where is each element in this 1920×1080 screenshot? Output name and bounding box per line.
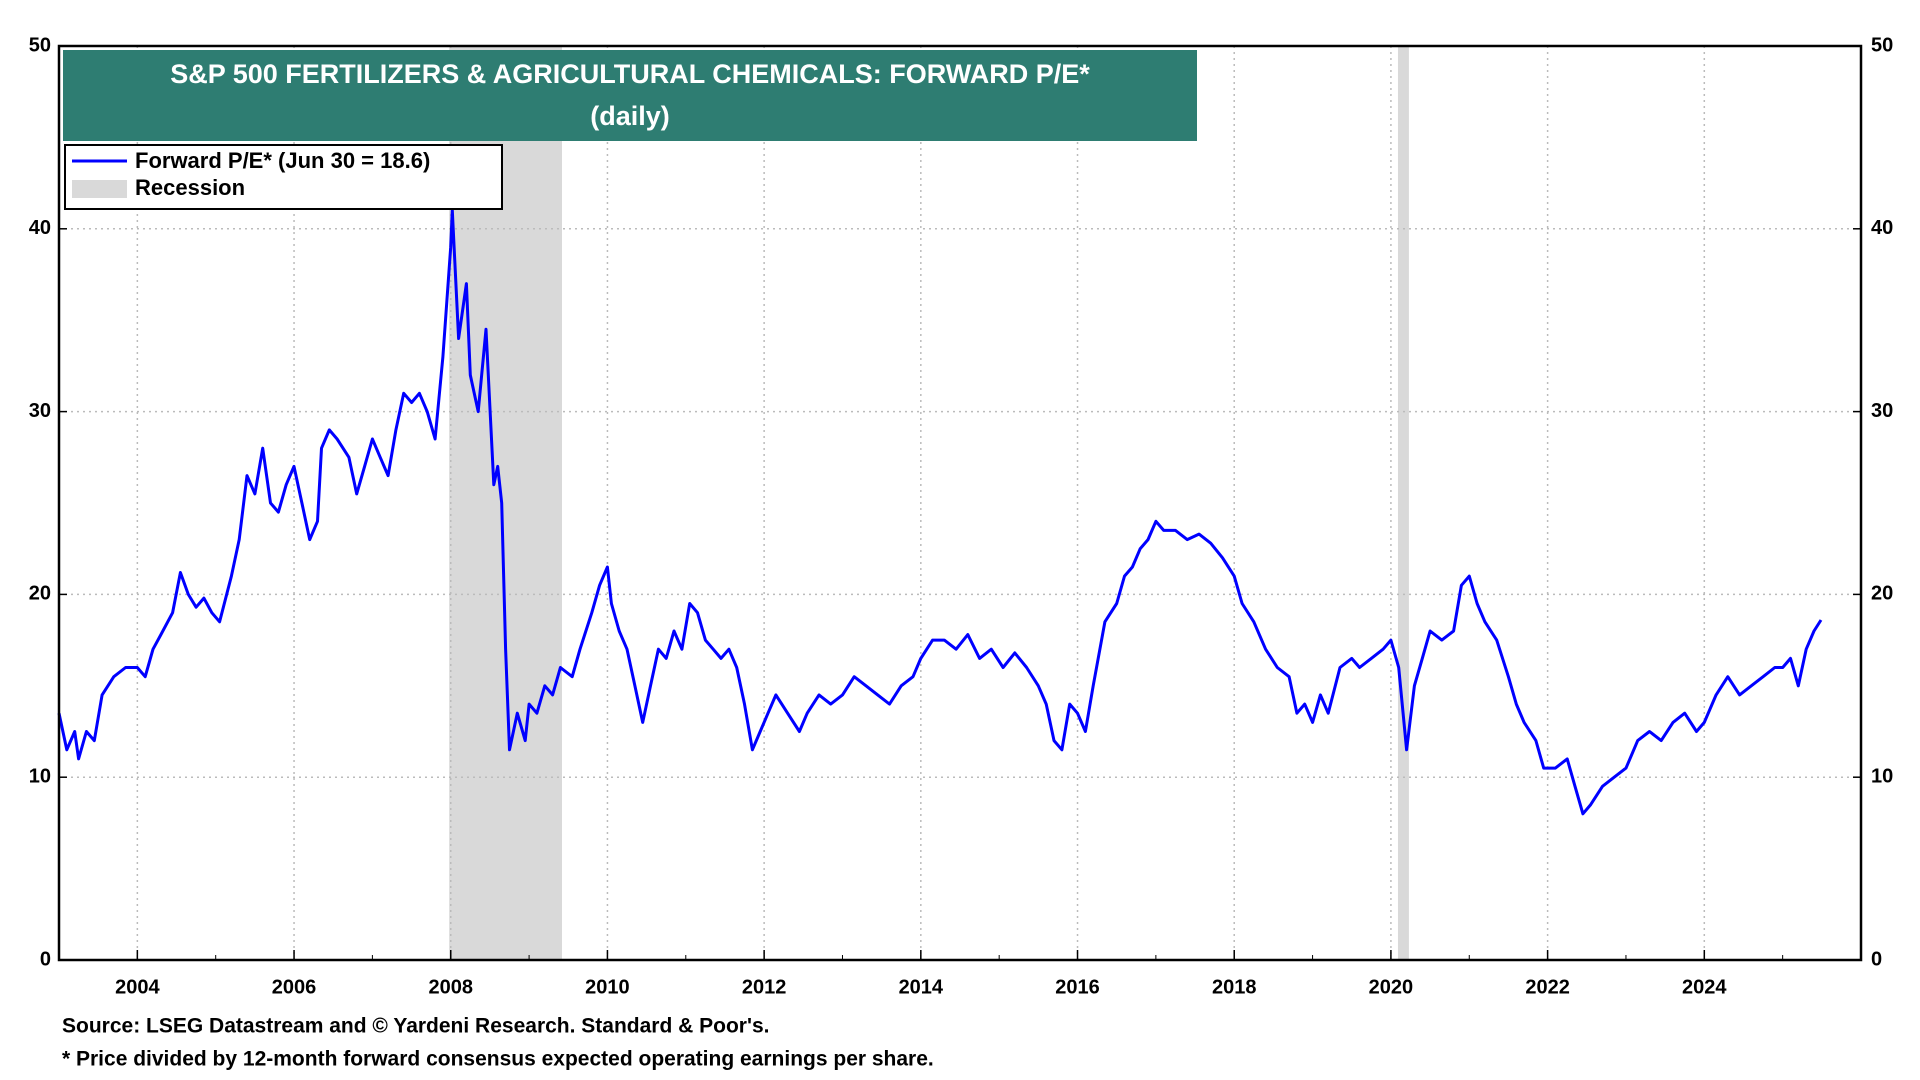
x-tick-label: 2012 [742, 976, 787, 998]
x-tick-label: 2022 [1525, 976, 1570, 998]
source-note: Source: LSEG Datastream and © Yardeni Re… [62, 1015, 769, 1038]
y-tick-label: 30 [29, 400, 51, 422]
title-box [63, 50, 1197, 141]
legend-box [64, 144, 503, 210]
y-tick-label: 50 [29, 34, 51, 56]
footnote: * Price divided by 12-month forward cons… [62, 1048, 934, 1071]
y2-tick-label: 50 [1871, 34, 1893, 56]
x-tick-label: 2006 [272, 976, 317, 998]
y2-tick-label: 0 [1871, 948, 1882, 970]
chart-subtitle: (daily) [590, 101, 670, 131]
x-tick-label: 2016 [1055, 976, 1100, 998]
x-tick-label: 2014 [899, 976, 944, 998]
legend-label: Recession [135, 175, 245, 200]
y2-tick-label: 40 [1871, 217, 1893, 239]
x-tick-label: 2020 [1369, 976, 1414, 998]
x-tick-label: 2024 [1682, 976, 1727, 998]
series-line [57, 209, 1823, 816]
legend-label: Forward P/E* (Jun 30 = 18.6) [135, 148, 430, 173]
plot-background [59, 45, 1861, 961]
y2-tick-label: 30 [1871, 400, 1893, 422]
x-tick-label: 2004 [115, 976, 160, 998]
x-tick-label: 2008 [428, 976, 473, 998]
y-tick-label: 0 [40, 948, 51, 970]
y-tick-label: 20 [29, 583, 51, 605]
x-tick-label: 2010 [585, 976, 630, 998]
x-tick-label: 2018 [1212, 976, 1257, 998]
y2-tick-label: 20 [1871, 583, 1893, 605]
y-tick-label: 10 [29, 765, 51, 787]
legend-swatch [72, 180, 127, 198]
plot-frame [57, 44, 1863, 962]
recession-band [1397, 46, 1409, 960]
y2-tick-label: 10 [1871, 765, 1893, 787]
y-tick-label: 40 [29, 217, 51, 239]
chart-title: S&P 500 FERTILIZERS & AGRICULTURAL CHEMI… [170, 59, 1090, 89]
